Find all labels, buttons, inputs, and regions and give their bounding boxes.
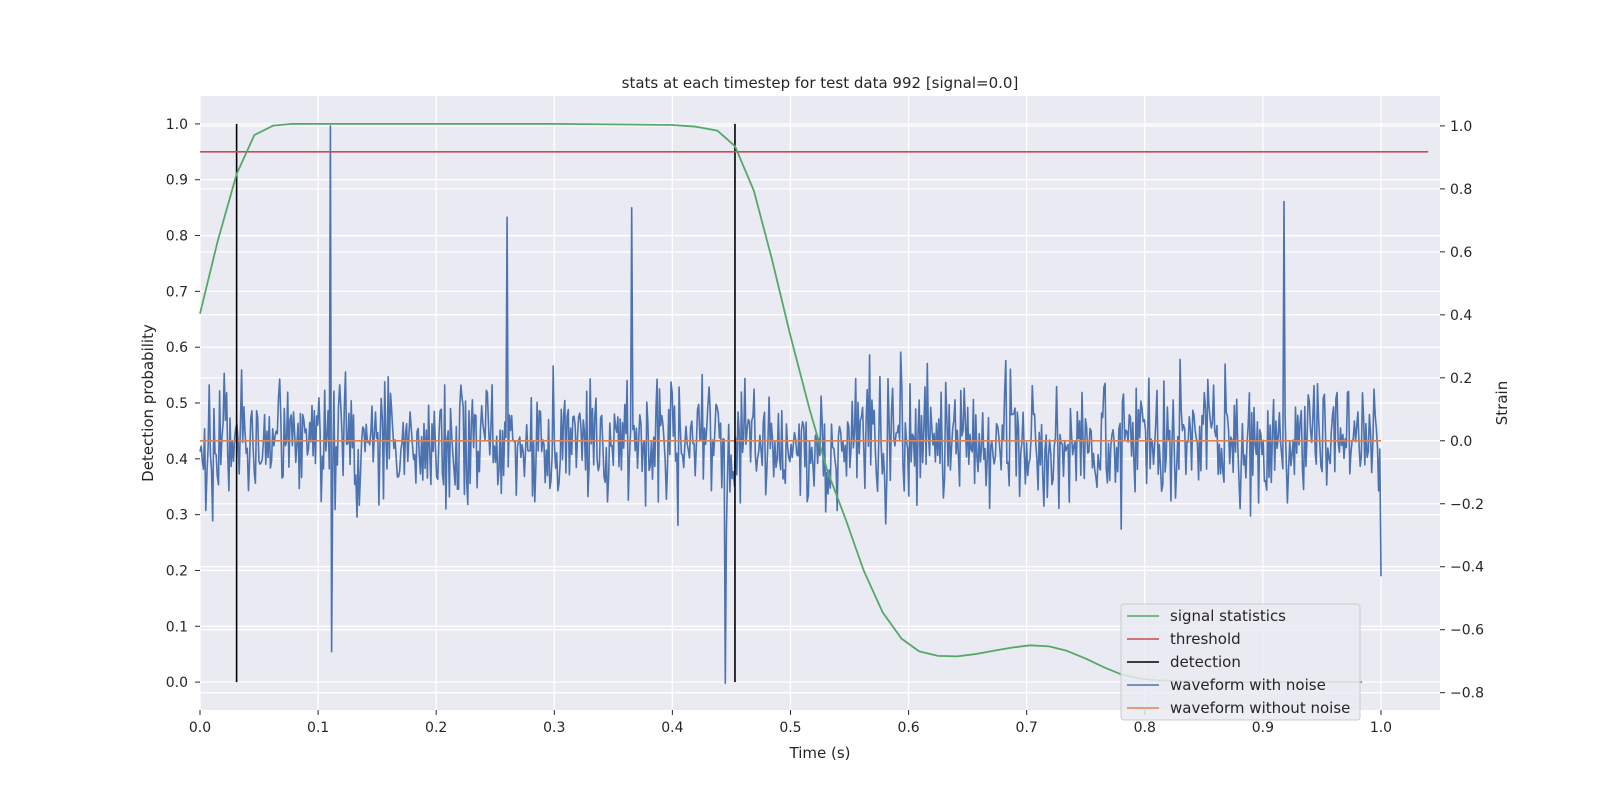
x-tick-label: 0.1	[307, 720, 329, 736]
y-right-tick-label: −0.2	[1450, 497, 1484, 513]
y-left-tick-label: 0.5	[166, 396, 188, 412]
left-y-axis-label: Detection probability	[139, 324, 157, 482]
x-tick-label: 0.9	[1252, 720, 1274, 736]
legend-label-waveform-with-noise: waveform with noise	[1170, 676, 1326, 694]
x-tick-label: 0.7	[1016, 720, 1038, 736]
y-right-tick-label: 0.4	[1450, 308, 1472, 324]
y-right-tick-label: −0.8	[1450, 686, 1484, 702]
legend-label-waveform-without-noise: waveform without noise	[1170, 699, 1350, 717]
y-right-tick-label: 1.0	[1450, 119, 1472, 135]
left-y-axis: 0.0 0.1 0.2 0.3 0.4 0.5 0.6 0.7 0.8 0.9 1.0	[166, 117, 200, 691]
x-tick-label: 0.3	[543, 720, 565, 736]
right-y-axis-label: Strain	[1493, 381, 1511, 425]
y-left-tick-label: 0.4	[166, 452, 188, 468]
x-axis: 0.0 0.1 0.2 0.3 0.4 0.5 0.6 0.7 0.8 0.9 1.0	[189, 710, 1392, 736]
y-right-tick-label: −0.6	[1450, 623, 1484, 639]
x-tick-label: 0.5	[779, 720, 801, 736]
legend-label-detection: detection	[1170, 653, 1241, 671]
y-left-tick-label: 0.8	[166, 229, 188, 245]
y-left-tick-label: 0.6	[166, 340, 188, 356]
y-left-tick-label: 0.9	[166, 173, 188, 189]
x-tick-label: 0.8	[1134, 720, 1156, 736]
y-left-tick-label: 0.3	[166, 508, 188, 524]
x-tick-label: 0.2	[425, 720, 447, 736]
x-tick-label: 1.0	[1370, 720, 1392, 736]
legend-box	[1120, 603, 1361, 721]
legend-label-signal-statistics: signal statistics	[1170, 607, 1286, 625]
y-right-tick-label: −0.4	[1450, 560, 1484, 576]
y-left-tick-label: 0.1	[166, 619, 188, 635]
right-y-axis: −0.8 −0.6 −0.4 −0.2 0.0 0.2 0.4 0.6 0.8 1.0	[1440, 119, 1484, 702]
y-right-tick-label: 0.2	[1450, 371, 1472, 387]
y-right-tick-label: 0.0	[1450, 434, 1472, 450]
legend-label-threshold: threshold	[1170, 630, 1241, 648]
y-left-tick-label: 1.0	[166, 117, 188, 133]
chart-title: stats at each timestep for test data 992…	[622, 74, 1019, 92]
x-tick-label: 0.0	[189, 720, 211, 736]
y-right-tick-label: 0.6	[1450, 245, 1472, 261]
x-tick-label: 0.4	[661, 720, 683, 736]
x-axis-label: Time (s)	[789, 744, 851, 762]
x-tick-label: 0.6	[897, 720, 919, 736]
waveform-with-noise-line	[199, 125, 1382, 685]
y-left-tick-label: 0.0	[166, 675, 188, 691]
legend: signal statistics threshold detection wa…	[1120, 603, 1361, 721]
y-left-tick-label: 0.7	[166, 284, 188, 300]
y-left-tick-label: 0.2	[166, 563, 188, 579]
y-right-tick-label: 0.8	[1450, 182, 1472, 198]
